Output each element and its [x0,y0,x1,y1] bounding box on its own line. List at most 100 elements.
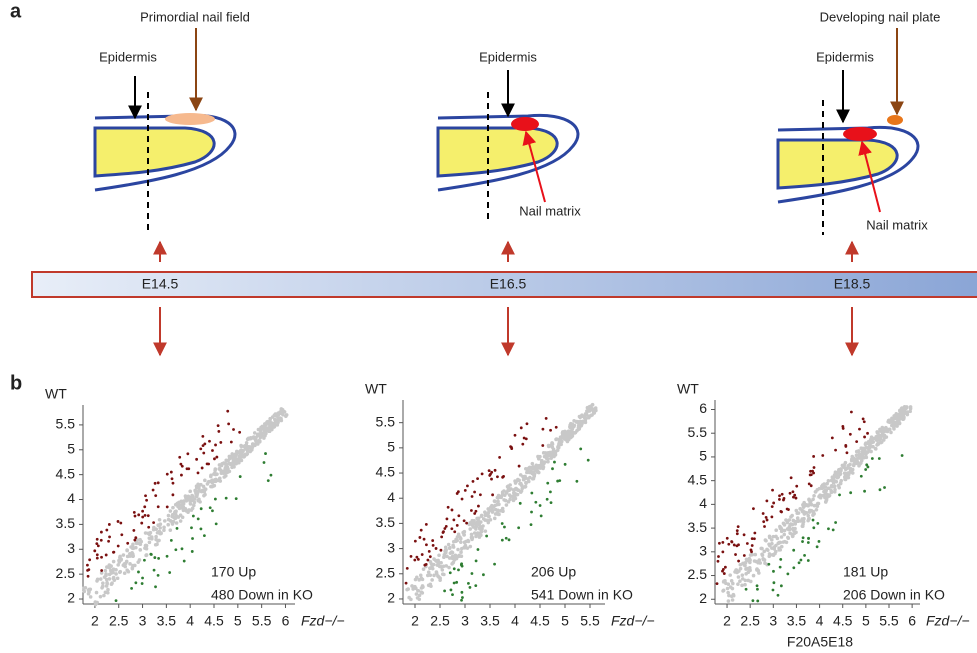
point [166,473,169,476]
point [871,457,874,460]
annotation: 480 Down in KO [211,587,313,603]
x-tick-label: 4 [816,613,824,629]
point [481,472,484,475]
point [744,572,748,576]
point [199,447,202,450]
point [460,562,463,565]
point [746,567,750,571]
point [514,487,518,491]
point [234,460,238,464]
point [543,460,547,464]
point [752,574,756,578]
point [501,509,505,513]
point [258,440,262,444]
point [519,473,523,477]
point [849,491,852,494]
point [864,468,867,471]
point [423,564,426,567]
point [908,410,912,414]
point [189,496,193,500]
y-tick-label: 4 [387,489,395,505]
point [902,415,906,419]
point [83,590,87,594]
point [855,453,859,457]
point [470,533,474,537]
point [534,501,537,504]
point [878,457,881,460]
point [766,548,770,552]
annotation: 206 Up [531,564,576,580]
point [771,553,775,557]
nail-plate [887,115,903,125]
point [428,573,432,577]
point [134,536,137,539]
point [100,531,103,534]
x-tick-label: 3.5 [787,613,807,629]
point [177,501,181,505]
point [105,554,108,557]
point [764,539,768,543]
point [824,500,828,504]
point [717,560,720,563]
point [430,578,434,582]
point [214,478,218,482]
annotation: Primordial nail field [140,9,250,24]
point [181,465,184,468]
point [218,479,222,483]
point [264,452,267,455]
point [152,526,156,530]
point [137,513,140,516]
point [447,543,451,547]
point [579,415,583,419]
y-tick-label: 5.5 [56,416,76,432]
point [906,413,910,417]
point [469,586,472,589]
point [564,463,567,466]
point [550,443,554,447]
point [166,555,169,558]
point [789,492,792,495]
point [589,408,593,412]
point [474,535,478,539]
point [197,471,200,474]
point [551,467,554,470]
point [488,469,491,472]
point [105,584,109,588]
point [448,547,452,551]
point [118,570,122,574]
point [270,474,273,477]
point [428,550,431,553]
x-tick-label: 2 [91,613,99,629]
point [863,490,866,493]
point [755,568,759,572]
point [131,554,135,558]
point [846,451,849,454]
point [722,588,726,592]
point [196,483,200,487]
point [162,528,166,532]
point [538,455,542,459]
point [449,571,452,574]
point [423,538,426,541]
point [479,493,482,496]
point [756,561,760,565]
point [812,512,816,516]
point [415,592,419,596]
point [503,526,506,529]
point [183,560,186,563]
point [716,582,719,585]
point [122,553,126,557]
point [106,588,110,592]
finger-diagram [95,115,235,190]
point [844,445,847,448]
point [501,522,504,525]
point [452,518,455,521]
point [150,537,154,541]
point [729,585,733,589]
point [84,586,88,590]
point [851,456,855,460]
y-tick-label: 5.5 [688,424,708,440]
point [888,428,892,432]
point [496,500,500,504]
point [125,560,129,564]
